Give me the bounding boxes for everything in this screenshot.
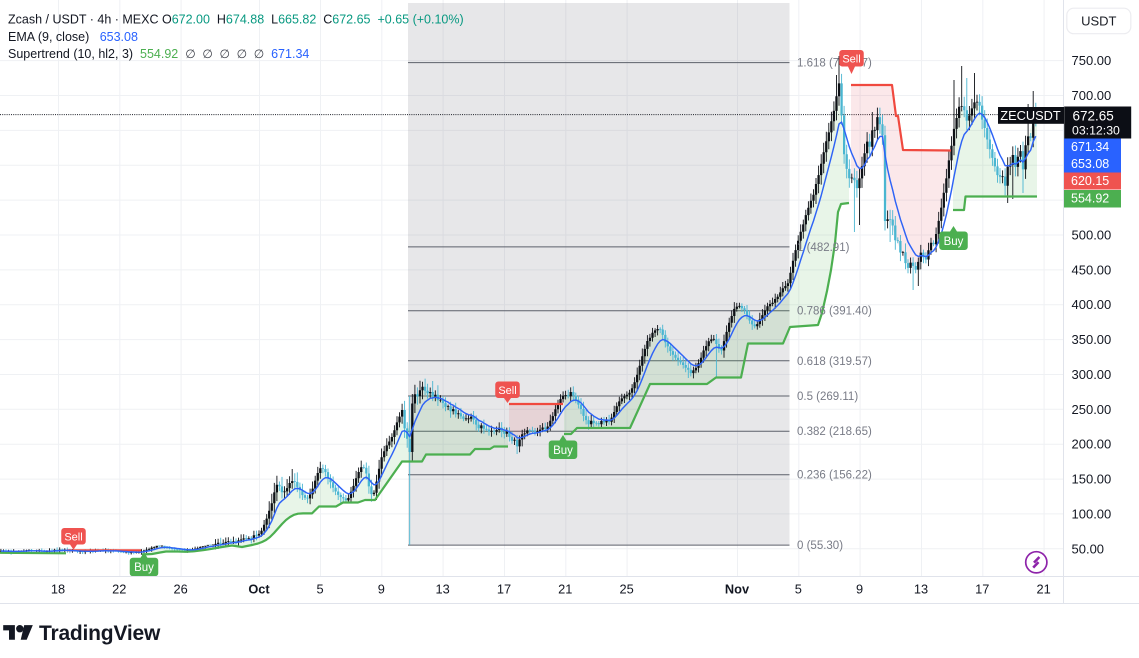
svg-text:350.00: 350.00 xyxy=(1072,332,1112,347)
svg-text:25: 25 xyxy=(619,582,633,597)
svg-text:50.00: 50.00 xyxy=(1072,541,1105,556)
svg-text:450.00: 450.00 xyxy=(1072,262,1112,277)
svg-text:13: 13 xyxy=(435,582,449,597)
svg-text:700.00: 700.00 xyxy=(1072,88,1112,103)
svg-text:Supertrend (10, hl2, 3) 554.9: Supertrend (10, hl2, 3) 554.92 ∅ ∅ ∅ ∅ ∅… xyxy=(8,47,309,61)
svg-text:17: 17 xyxy=(975,582,989,597)
svg-text:554.92: 554.92 xyxy=(1071,192,1109,206)
svg-text:620.15: 620.15 xyxy=(1071,174,1109,188)
svg-text:0.236 (156.22): 0.236 (156.22) xyxy=(797,470,872,482)
svg-text:18: 18 xyxy=(51,582,65,597)
svg-text:0.786 (391.40): 0.786 (391.40) xyxy=(797,306,872,318)
svg-text:9: 9 xyxy=(378,582,385,597)
svg-text:USDT: USDT xyxy=(1081,13,1116,28)
svg-text:750.00: 750.00 xyxy=(1072,53,1112,68)
svg-text:Sell: Sell xyxy=(498,385,516,397)
svg-text:Zcash / USDT · 4h · MEXC O672.: Zcash / USDT · 4h · MEXC O672.00 H674.88… xyxy=(8,13,464,27)
svg-text:0 (55.30): 0 (55.30) xyxy=(797,540,843,552)
svg-text:1 (482.91): 1 (482.91) xyxy=(797,242,850,254)
svg-text:9: 9 xyxy=(856,582,863,597)
svg-text:0.5 (269.11): 0.5 (269.11) xyxy=(797,391,858,403)
svg-text:300.00: 300.00 xyxy=(1072,367,1112,382)
svg-text:0.382 (218.65): 0.382 (218.65) xyxy=(797,426,872,438)
svg-text:22: 22 xyxy=(112,582,126,597)
svg-text:400.00: 400.00 xyxy=(1072,297,1112,312)
svg-text:5: 5 xyxy=(316,582,323,597)
svg-text:Oct: Oct xyxy=(248,582,270,597)
svg-text:ZECUSDT: ZECUSDT xyxy=(1000,108,1061,123)
svg-text:672.65: 672.65 xyxy=(1073,108,1114,123)
svg-text:03:12:30: 03:12:30 xyxy=(1072,124,1120,138)
svg-text:250.00: 250.00 xyxy=(1072,402,1112,417)
svg-text:13: 13 xyxy=(914,582,928,597)
svg-text:21: 21 xyxy=(1036,582,1050,597)
svg-text:17: 17 xyxy=(497,582,511,597)
svg-text:26: 26 xyxy=(173,582,187,597)
svg-text:671.34: 671.34 xyxy=(1071,140,1109,154)
svg-text:Nov: Nov xyxy=(725,582,750,597)
svg-text:Buy: Buy xyxy=(553,445,573,457)
svg-text:5: 5 xyxy=(795,582,802,597)
svg-text:653.08: 653.08 xyxy=(1071,157,1109,171)
svg-text:200.00: 200.00 xyxy=(1072,437,1112,452)
svg-text:Sell: Sell xyxy=(842,53,860,65)
svg-text:500.00: 500.00 xyxy=(1072,228,1112,243)
svg-text:21: 21 xyxy=(558,582,572,597)
svg-text:EMA (9, close) 653.08: EMA (9, close) 653.08 xyxy=(8,30,138,44)
svg-text:0.618 (319.57): 0.618 (319.57) xyxy=(797,356,872,368)
svg-text:Buy: Buy xyxy=(944,236,964,248)
svg-text:TradingView: TradingView xyxy=(39,622,161,645)
svg-text:Buy: Buy xyxy=(134,562,154,574)
svg-text:150.00: 150.00 xyxy=(1072,472,1112,487)
svg-text:Sell: Sell xyxy=(64,531,82,543)
svg-text:100.00: 100.00 xyxy=(1072,506,1112,521)
